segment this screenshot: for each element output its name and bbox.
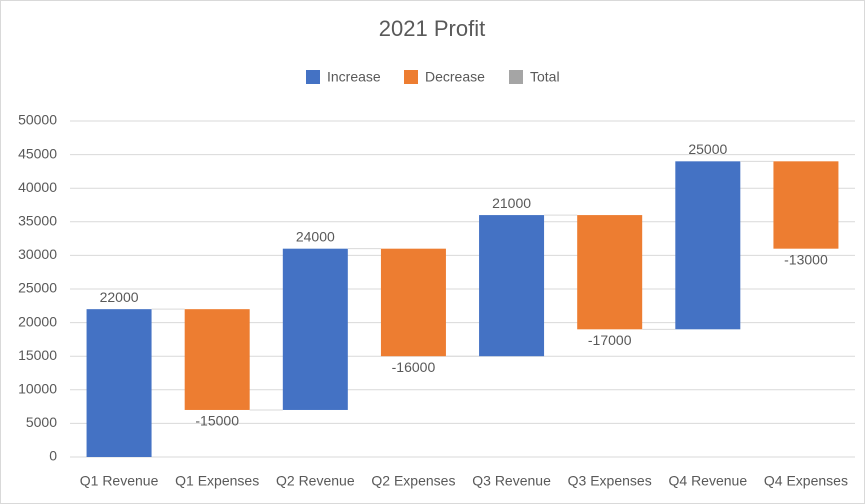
bar <box>773 161 839 249</box>
legend-swatch <box>404 70 418 84</box>
bar <box>184 309 250 410</box>
y-tick-label: 10000 <box>18 381 57 397</box>
y-tick-label: 25000 <box>18 280 57 296</box>
y-tick-label: 30000 <box>18 246 57 262</box>
x-tick-label: Q4 Expenses <box>764 473 848 489</box>
data-label: -17000 <box>588 332 632 348</box>
legend-swatch <box>509 70 523 84</box>
y-tick-label: 40000 <box>18 179 57 195</box>
legend-label: Decrease <box>425 69 485 85</box>
legend-label: Total <box>530 69 560 85</box>
data-label: -13000 <box>784 251 828 267</box>
x-tick-label: Q2 Revenue <box>276 473 355 489</box>
data-label: -16000 <box>392 359 436 375</box>
x-tick-label: Q1 Expenses <box>175 473 259 489</box>
x-tick-label: Q4 Revenue <box>669 473 748 489</box>
bar <box>479 215 545 357</box>
x-tick-label: Q1 Revenue <box>80 473 159 489</box>
bar <box>282 248 348 410</box>
y-tick-label: 5000 <box>26 414 57 430</box>
bar <box>675 161 741 330</box>
bar <box>577 215 643 330</box>
y-tick-label: 45000 <box>18 145 57 161</box>
data-label: 22000 <box>100 289 139 305</box>
chart-title: 2021 Profit <box>379 16 485 41</box>
data-label: 25000 <box>688 141 727 157</box>
data-label: 21000 <box>492 195 531 211</box>
y-tick-label: 35000 <box>18 213 57 229</box>
x-tick-label: Q2 Expenses <box>371 473 455 489</box>
y-tick-label: 0 <box>49 448 57 464</box>
y-tick-label: 50000 <box>18 112 57 128</box>
data-label: 24000 <box>296 228 335 244</box>
bar <box>380 248 446 357</box>
x-tick-label: Q3 Expenses <box>568 473 652 489</box>
data-label: -15000 <box>195 413 239 429</box>
legend-label: Increase <box>327 69 381 85</box>
y-tick-label: 15000 <box>18 347 57 363</box>
y-tick-label: 20000 <box>18 313 57 329</box>
bar <box>86 309 152 457</box>
x-tick-label: Q3 Revenue <box>472 473 551 489</box>
legend-swatch <box>306 70 320 84</box>
